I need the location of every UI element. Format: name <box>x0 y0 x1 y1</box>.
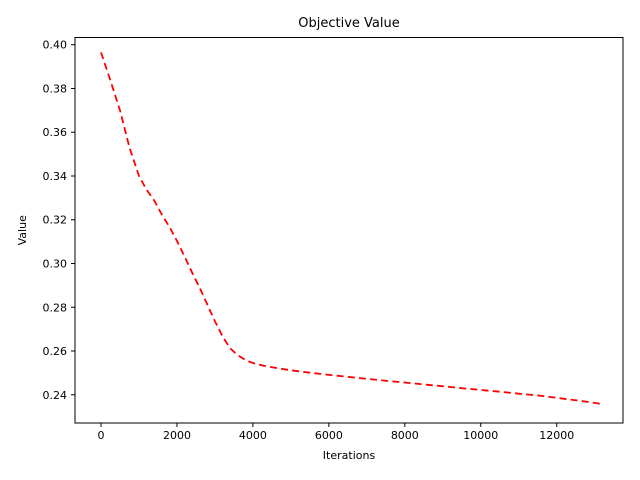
y-tick-label: 0.24 <box>43 389 68 402</box>
objective-value-line <box>100 52 603 406</box>
chart-title: Objective Value <box>298 16 399 31</box>
y-tick-label: 0.34 <box>43 170 68 183</box>
y-tick-label: 0.40 <box>43 39 68 52</box>
y-tick-label: 0.36 <box>43 126 68 139</box>
x-tick-label: 4000 <box>239 429 267 442</box>
x-tick-label: 0 <box>98 429 105 442</box>
x-tick-label: 6000 <box>315 429 343 442</box>
x-tick-label: 8000 <box>391 429 419 442</box>
y-axis-label: Value <box>16 215 29 245</box>
x-tick-label: 2000 <box>163 429 191 442</box>
x-axis-label: Iterations <box>323 449 376 462</box>
y-tick-label: 0.32 <box>43 214 68 227</box>
x-tick-label: 12000 <box>539 429 574 442</box>
y-tick-label: 0.30 <box>43 258 68 271</box>
y-tick-label: 0.38 <box>43 82 68 95</box>
y-tick-label: 0.26 <box>43 345 68 358</box>
plot-frame <box>74 37 624 424</box>
y-tick-label: 0.28 <box>43 301 68 314</box>
x-tick-label: 10000 <box>463 429 498 442</box>
